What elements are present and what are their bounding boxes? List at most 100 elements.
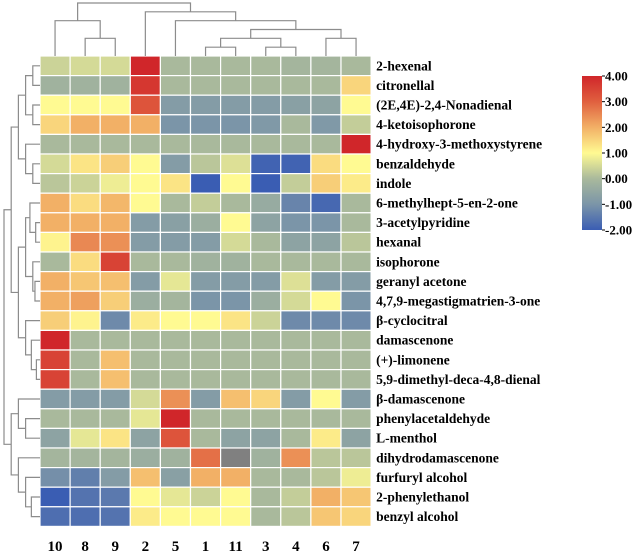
heatmap-cell: [129, 408, 162, 429]
heatmap-cell: [250, 427, 282, 449]
heatmap-cell: [250, 486, 282, 508]
heatmap-cell: [189, 388, 222, 410]
heatmap-cell: [99, 467, 131, 488]
heatmap-cell: [39, 506, 71, 527]
row-label: furfuryl alcohol: [376, 470, 467, 485]
row-label: hexanal: [376, 235, 421, 250]
heatmap-cell: [250, 290, 282, 312]
heatmap-cell: [280, 408, 312, 429]
heatmap-cell: [220, 310, 252, 331]
dendrogram-branch: [30, 339, 40, 371]
colorbar-tick-label: -2.00: [605, 223, 632, 238]
heatmap-cell: [250, 173, 282, 194]
heatmap-cell: [310, 173, 342, 194]
heatmap-cell: [280, 153, 312, 175]
heatmap-cell: [39, 310, 71, 331]
heatmap-cell: [39, 251, 71, 273]
dendrogram-branch: [17, 94, 26, 160]
heatmap-cell: [69, 153, 101, 175]
colorbar-tick-label: 3.00: [605, 94, 628, 109]
heatmap-cell: [129, 349, 162, 371]
heatmap-cell: [310, 271, 342, 292]
heatmap-cell: [159, 427, 192, 449]
heatmap-cell: [189, 349, 222, 371]
heatmap-cell: [69, 173, 101, 194]
heatmap-cell: [189, 467, 222, 488]
heatmap-cell: [39, 290, 71, 312]
heatmap-cell: [250, 212, 282, 234]
heatmap-cell: [250, 114, 282, 136]
heatmap-cell: [280, 251, 312, 273]
heatmap-cell: [39, 408, 71, 429]
heatmap-cell: [220, 133, 252, 155]
heatmap-cell: [159, 290, 192, 312]
heatmap-cell: [99, 133, 131, 155]
heatmap-cell: [99, 251, 131, 273]
heatmap-cell: [99, 94, 131, 116]
heatmap-cell: [159, 506, 192, 527]
heatmap-cell: [340, 467, 372, 488]
heatmap-cell: [280, 506, 312, 527]
heatmap-cell: [250, 329, 282, 351]
dendrogram-branch: [174, 20, 297, 56]
heatmap-cell: [220, 192, 252, 214]
heatmap-cell: [39, 94, 71, 116]
column-label: 8: [81, 539, 89, 555]
heatmap-cell: [69, 388, 101, 410]
heatmap-cell: [340, 192, 372, 214]
dendrogram-branch: [250, 28, 342, 39]
heatmap-cell: [99, 173, 131, 194]
heatmap-cell: [69, 349, 101, 371]
heatmap-cell: [250, 388, 282, 410]
heatmap-cell: [69, 447, 101, 469]
heatmap-cell: [340, 388, 372, 410]
heatmap-cell: [129, 133, 162, 155]
dendrogram-branch: [77, 2, 192, 21]
heatmap-cell: [340, 94, 372, 116]
heatmap-cell: [220, 506, 252, 527]
heatmap-cell: [340, 114, 372, 136]
heatmap-cell: [99, 212, 131, 234]
heatmap-cell: [250, 447, 282, 469]
heatmap-cell: [129, 486, 162, 508]
heatmap-cell: [310, 447, 342, 469]
heatmap-cell: [340, 290, 372, 312]
heatmap-cell: [250, 94, 282, 116]
heatmap-cell: [69, 74, 101, 96]
heatmap-cell: [159, 408, 192, 429]
heatmap-cell: [310, 192, 342, 214]
colorbar-tick-label: 0.00: [605, 171, 628, 186]
heatmap-cell: [69, 427, 101, 449]
heatmap-cell: [39, 133, 71, 155]
dendrogram-branch: [17, 246, 26, 339]
heatmap-cell: [159, 467, 192, 488]
heatmap-cell: [39, 74, 71, 96]
heatmap-cell: [340, 55, 372, 77]
heatmap-cell: [159, 349, 192, 371]
heatmap-cell: [340, 231, 372, 253]
heatmap-cell: [99, 55, 131, 77]
heatmap-cell: [69, 329, 101, 351]
heatmap-cell: [340, 408, 372, 429]
dendrogram-branch: [29, 202, 40, 233]
heatmap-cell: [310, 408, 342, 429]
heatmap-cell: [189, 55, 222, 77]
dendrogram-branch: [84, 37, 116, 56]
column-label: 5: [172, 539, 180, 555]
heatmap-cell: [69, 271, 101, 292]
heatmap-cell: [159, 329, 192, 351]
dendrogram-branch: [54, 20, 101, 56]
heatmap-cell: [159, 173, 192, 194]
heatmap-cell: [39, 173, 71, 194]
heatmap-cell: [220, 251, 252, 273]
heatmap-cell: [310, 74, 342, 96]
row-label: geranyl acetone: [376, 274, 466, 289]
heatmap-cell: [250, 231, 282, 253]
heatmap-cell: [220, 55, 252, 77]
heatmap-cell: [159, 74, 192, 96]
heatmap-cell: [189, 251, 222, 273]
row-label: isophorone: [376, 254, 440, 269]
heatmap-cell: [280, 212, 312, 234]
dendrogram-branch: [325, 37, 357, 56]
dendrogram-branch: [144, 11, 237, 56]
